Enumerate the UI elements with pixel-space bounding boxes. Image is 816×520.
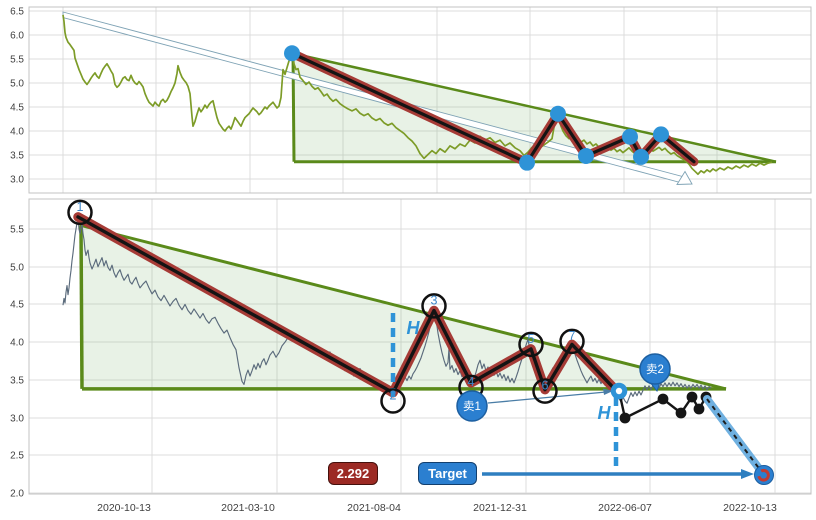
y-tick-label: 6.5 <box>10 7 24 18</box>
swing-point-marker <box>633 148 649 165</box>
sell1-pointer-arrowhead-icon <box>603 388 613 395</box>
sell-marker[interactable]: 卖1 <box>456 390 488 422</box>
y-tick-label: 4.0 <box>10 338 24 349</box>
sell-marker-circle <box>456 390 488 422</box>
y-tick-label: 2.5 <box>10 451 24 462</box>
y-tick-label: 3.5 <box>10 376 24 387</box>
y-tick-label: 5.0 <box>10 79 24 90</box>
sell-marker-label: 卖2 <box>646 363 664 376</box>
price-line <box>62 14 773 176</box>
breakdown-ring-center <box>615 387 623 395</box>
y-tick-label: 4.0 <box>10 127 24 138</box>
swing-point-marker <box>578 147 594 164</box>
channel-arrow-head-icon <box>676 170 693 185</box>
plot-border <box>28 6 812 194</box>
triangle-left-edge <box>79 225 84 389</box>
h-measure-label: H <box>407 318 421 338</box>
target-button[interactable]: Target <box>418 462 477 485</box>
wave-number-circle <box>532 378 558 404</box>
wave-number-label: 3 <box>431 293 438 307</box>
detail-panel: 5.5 5.0 4.5 4.0 3.5 3.0 2.5 2.0 2020-10-13 2021-0… <box>10 198 812 514</box>
x-tick-label: 2020-10-13 <box>97 502 151 514</box>
swing-point-marker <box>284 45 300 62</box>
y-tick-label: 4.5 <box>10 300 24 311</box>
triangle-upper-trendline <box>79 223 727 391</box>
target-arrowhead-icon <box>741 469 754 479</box>
y-tick-label: 5.5 <box>10 225 24 236</box>
swing-point-marker <box>622 128 638 145</box>
swing-point-marker <box>653 126 669 143</box>
h-measure-label: H <box>598 403 612 423</box>
sell-marker[interactable]: 卖2 <box>639 353 671 393</box>
x-tick-label: 2021-08-04 <box>347 502 401 514</box>
x-tick-label: 2022-06-07 <box>598 502 652 514</box>
y-tick-label: 3.0 <box>10 175 24 186</box>
y-tick-label: 3.0 <box>10 414 24 425</box>
y-tick-label: 5.0 <box>10 263 24 274</box>
triangle-upper-trendline <box>291 52 777 163</box>
triangle-left-edge <box>291 53 296 162</box>
x-tick-label: 2021-12-31 <box>473 502 527 514</box>
projection-line-dashes <box>706 398 762 472</box>
x-tick-label: 2022-10-13 <box>723 502 777 514</box>
sell1-pointer-line <box>487 391 607 404</box>
target-point-red-arc-icon <box>757 468 770 482</box>
wave-number-circle <box>67 199 93 226</box>
sell-marker-label: 卖1 <box>463 400 481 413</box>
swing-point-marker <box>519 154 535 171</box>
trade-path-dot <box>657 393 669 405</box>
target-price-badge: 2.292 <box>328 462 378 485</box>
trade-path-dot <box>686 391 698 403</box>
wave-number-label: 4 <box>468 375 475 389</box>
y-tick-label: 2.0 <box>10 489 24 500</box>
overview-panel: 6.5 6.0 5.5 5.0 4.5 4.0 3.5 3.0 <box>10 6 812 194</box>
wave-number-circle <box>380 388 406 414</box>
wave-number-label: 5 <box>528 332 535 346</box>
target-point-marker[interactable] <box>754 465 774 485</box>
wave-number-circle <box>518 331 544 358</box>
y-tick-label: 5.5 <box>10 55 24 66</box>
x-tick-label: 2021-03-10 <box>221 502 275 514</box>
trade-path-dot <box>693 403 705 415</box>
swing-point-marker <box>550 105 566 122</box>
wave-number-circle <box>559 328 585 355</box>
wave-number-label: 1 <box>77 200 84 214</box>
y-tick-label: 6.0 <box>10 31 24 42</box>
wave-number-label: 6 <box>542 379 549 393</box>
trade-path-dot <box>619 412 631 424</box>
sell-marker-circle <box>639 353 671 385</box>
y-tick-label: 4.5 <box>10 103 24 114</box>
trade-path-dot <box>675 407 687 419</box>
y-tick-label: 3.5 <box>10 151 24 162</box>
plot-border <box>28 198 812 495</box>
wave-number-circle <box>421 293 447 319</box>
wave-number-label: 7 <box>569 329 576 343</box>
wave-number-label: 2 <box>390 388 397 402</box>
